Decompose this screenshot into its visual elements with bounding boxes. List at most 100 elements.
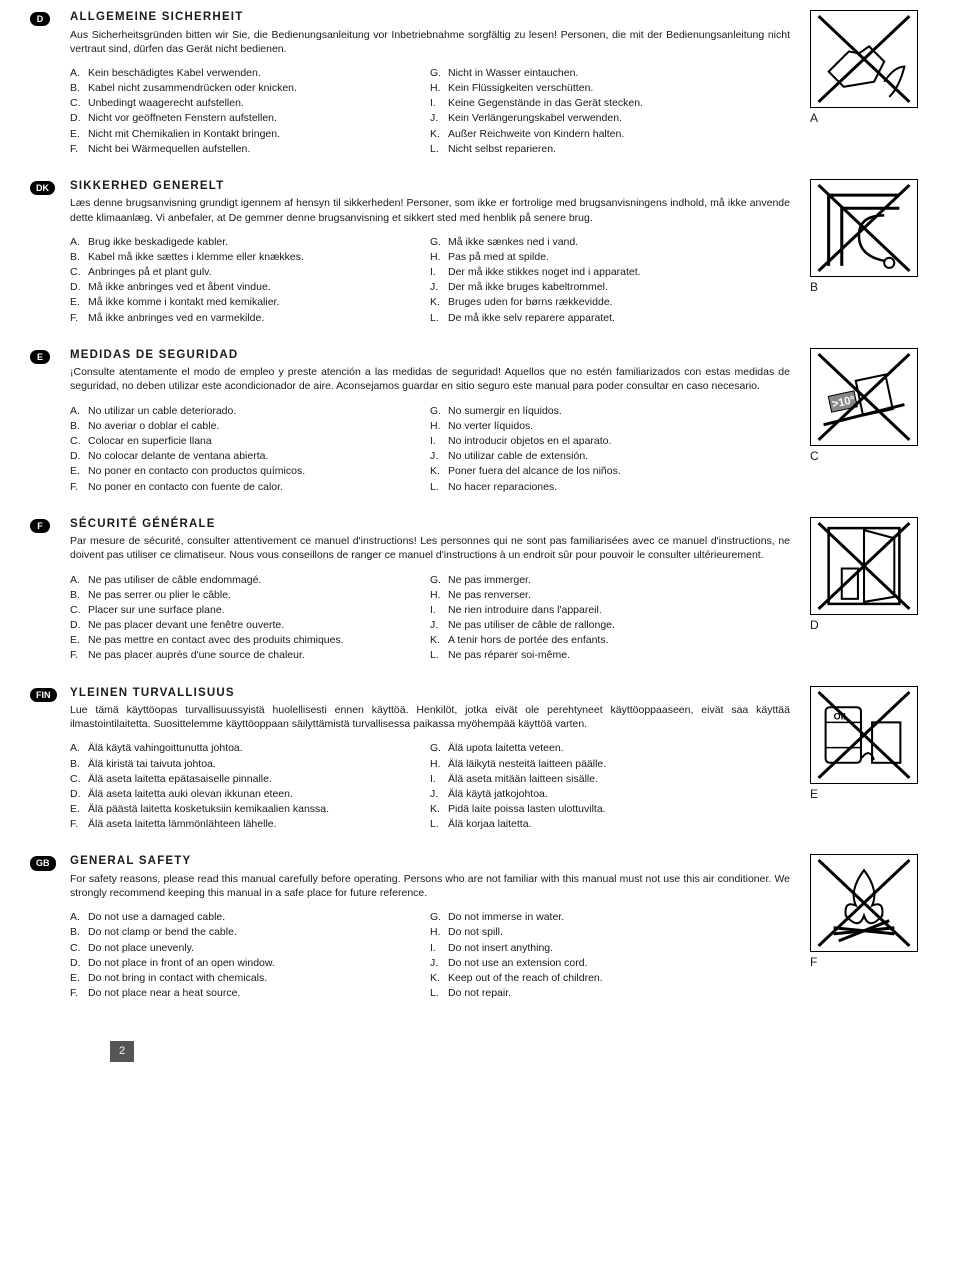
safety-section: E MEDIDAS DE SEGURIDAD¡Consulte atentamen… — [30, 348, 930, 495]
list-item-letter: C. — [70, 265, 88, 279]
list-item-text: No verter líquidos. — [448, 419, 533, 433]
content-column: MEDIDAS DE SEGURIDAD¡Consulte atentament… — [70, 348, 810, 495]
list-item: A.Brug ikke beskadigede kabler. — [70, 235, 430, 249]
list-item-text: Älä käytä jatkojohtoa. — [448, 787, 548, 801]
list-item: J.No utilizar cable de extensión. — [430, 449, 790, 463]
list-item-text: Må ikke sænkes ned i vand. — [448, 235, 578, 249]
list-column-right: G.Nicht in Wasser eintauchen.H.Kein Flüs… — [430, 66, 790, 157]
content-column: ALLGEMEINE SICHERHEITAus Sicherheitsgrün… — [70, 10, 810, 157]
list-item: I.Do not insert anything. — [430, 941, 790, 955]
language-badge: F — [30, 519, 50, 533]
figure-wrap: A — [810, 10, 930, 126]
list-item-text: Do not clamp or bend the cable. — [88, 925, 237, 939]
safety-figure-icon: OIL — [810, 686, 918, 784]
list-item-text: Kein beschädigtes Kabel verwenden. — [88, 66, 261, 80]
list-item-letter: F. — [70, 648, 88, 662]
list-item-letter: F. — [70, 142, 88, 156]
list-item-letter: E. — [70, 295, 88, 309]
list-item: K.A tenir hors de portée des enfants. — [430, 633, 790, 647]
list-item-letter: B. — [70, 419, 88, 433]
list-item: F.No poner en contacto con fuente de cal… — [70, 480, 430, 494]
list-item-letter: F. — [70, 986, 88, 1000]
list-item: G.Må ikke sænkes ned i vand. — [430, 235, 790, 249]
figure-column: OILE — [810, 686, 930, 833]
list-item: G.Älä upota laitetta veteen. — [430, 741, 790, 755]
figure-label: C — [810, 448, 930, 464]
list-item-text: No introducir objetos en el aparato. — [448, 434, 611, 448]
list-item-text: Poner fuera del alcance de los niños. — [448, 464, 621, 478]
list-item-letter: D. — [70, 449, 88, 463]
language-badge: E — [30, 350, 50, 364]
list-item-text: Älä aseta laitetta lämmönlähteen lähelle… — [88, 817, 277, 831]
list-item: D.Nicht vor geöffneten Fenstern aufstell… — [70, 111, 430, 125]
list-item: C.Älä aseta laitetta epätasaiselle pinna… — [70, 772, 430, 786]
list-column-left: A.Ne pas utiliser de câble endommagé.B.N… — [70, 573, 430, 664]
list-item-text: Ne pas réparer soi-même. — [448, 648, 570, 662]
list-item-letter: A. — [70, 235, 88, 249]
list-item: J.Do not use an extension cord. — [430, 956, 790, 970]
list-item-letter: E. — [70, 127, 88, 141]
list-item-letter: K. — [430, 127, 448, 141]
figure-label: F — [810, 954, 930, 970]
language-badge: DK — [30, 181, 55, 195]
content-column: GENERAL SAFETYFor safety reasons, please… — [70, 854, 810, 1001]
badge-column: D — [30, 10, 70, 157]
list-item-text: Kein Flüssigkeiten verschütten. — [448, 81, 593, 95]
list-item-text: No colocar delante de ventana abierta. — [88, 449, 268, 463]
section-intro: For safety reasons, please read this man… — [70, 872, 790, 900]
list-column-right: G.Ne pas immerger.H.Ne pas renverser.I.N… — [430, 573, 790, 664]
list-item-text: A tenir hors de portée des enfants. — [448, 633, 609, 647]
list-item-letter: K. — [430, 971, 448, 985]
list-item-letter: L. — [430, 986, 448, 1000]
list-item-text: Älä läikytä nesteitä laitteen päälle. — [448, 757, 606, 771]
list-item-text: Der må ikke bruges kabeltrommel. — [448, 280, 608, 294]
list-item-letter: I. — [430, 941, 448, 955]
section-intro: Par mesure de sécurité, consulter attent… — [70, 534, 790, 562]
list-item: J.Kein Verlängerungskabel verwenden. — [430, 111, 790, 125]
list-item: L.Do not repair. — [430, 986, 790, 1000]
section-heading: SIKKERHED GENERELT — [70, 179, 790, 195]
language-badge: D — [30, 12, 50, 26]
list-item-text: Außer Reichweite von Kindern halten. — [448, 127, 624, 141]
figure-wrap: >10°C — [810, 348, 930, 464]
list-item: D.No colocar delante de ventana abierta. — [70, 449, 430, 463]
list-column-left: A.Älä käytä vahingoittunutta johtoa.B.Äl… — [70, 741, 430, 832]
figure-wrap: OILE — [810, 686, 930, 802]
list-item: E.Do not bring in contact with chemicals… — [70, 971, 430, 985]
list-item-text: Anbringes på et plant gulv. — [88, 265, 212, 279]
list-item: H.Pas på med at spilde. — [430, 250, 790, 264]
list-item: L.No hacer reparaciones. — [430, 480, 790, 494]
list-item: A.Kein beschädigtes Kabel verwenden. — [70, 66, 430, 80]
list-column-left: A.Kein beschädigtes Kabel verwenden.B.Ka… — [70, 66, 430, 157]
figure-label: D — [810, 617, 930, 633]
list-item: F.Nicht bei Wärmequellen aufstellen. — [70, 142, 430, 156]
list-item: H.Kein Flüssigkeiten verschütten. — [430, 81, 790, 95]
list-item: F.Do not place near a heat source. — [70, 986, 430, 1000]
list-item-letter: E. — [70, 633, 88, 647]
list-item-text: Do not use a damaged cable. — [88, 910, 225, 924]
list-item-text: No utilizar un cable deteriorado. — [88, 404, 236, 418]
list-item: L.Älä korjaa laitetta. — [430, 817, 790, 831]
list-item: G.Do not immerse in water. — [430, 910, 790, 924]
list-item-letter: G. — [430, 910, 448, 924]
list-item: L.Ne pas réparer soi-même. — [430, 648, 790, 662]
list-item-letter: J. — [430, 111, 448, 125]
safety-figure-icon — [810, 854, 918, 952]
content-column: YLEINEN TURVALLISUUSLue tämä käyttöopas … — [70, 686, 810, 833]
list-item-letter: G. — [430, 741, 448, 755]
list-item: K.Poner fuera del alcance de los niños. — [430, 464, 790, 478]
list-item-text: Ne pas placer devant une fenêtre ouverte… — [88, 618, 284, 632]
list-item-letter: C. — [70, 434, 88, 448]
list-item-text: Älä aseta mitään laitteen sisälle. — [448, 772, 598, 786]
list-item-text: Älä käytä vahingoittunutta johtoa. — [88, 741, 243, 755]
list-item-text: Kabel må ikke sættes i klemme eller knæk… — [88, 250, 304, 264]
list-item-text: Nicht bei Wärmequellen aufstellen. — [88, 142, 250, 156]
safety-section: FSÉCURITÉ GÉNÉRALEPar mesure de sécurité… — [30, 517, 930, 664]
language-badge: FIN — [30, 688, 57, 702]
list-item-text: Der må ikke stikkes noget ind i apparate… — [448, 265, 641, 279]
list-item-text: Nicht selbst reparieren. — [448, 142, 556, 156]
list-item-letter: A. — [70, 910, 88, 924]
list-item-letter: J. — [430, 787, 448, 801]
list-item: C.Unbedingt waagerecht aufstellen. — [70, 96, 430, 110]
list-item-letter: L. — [430, 311, 448, 325]
